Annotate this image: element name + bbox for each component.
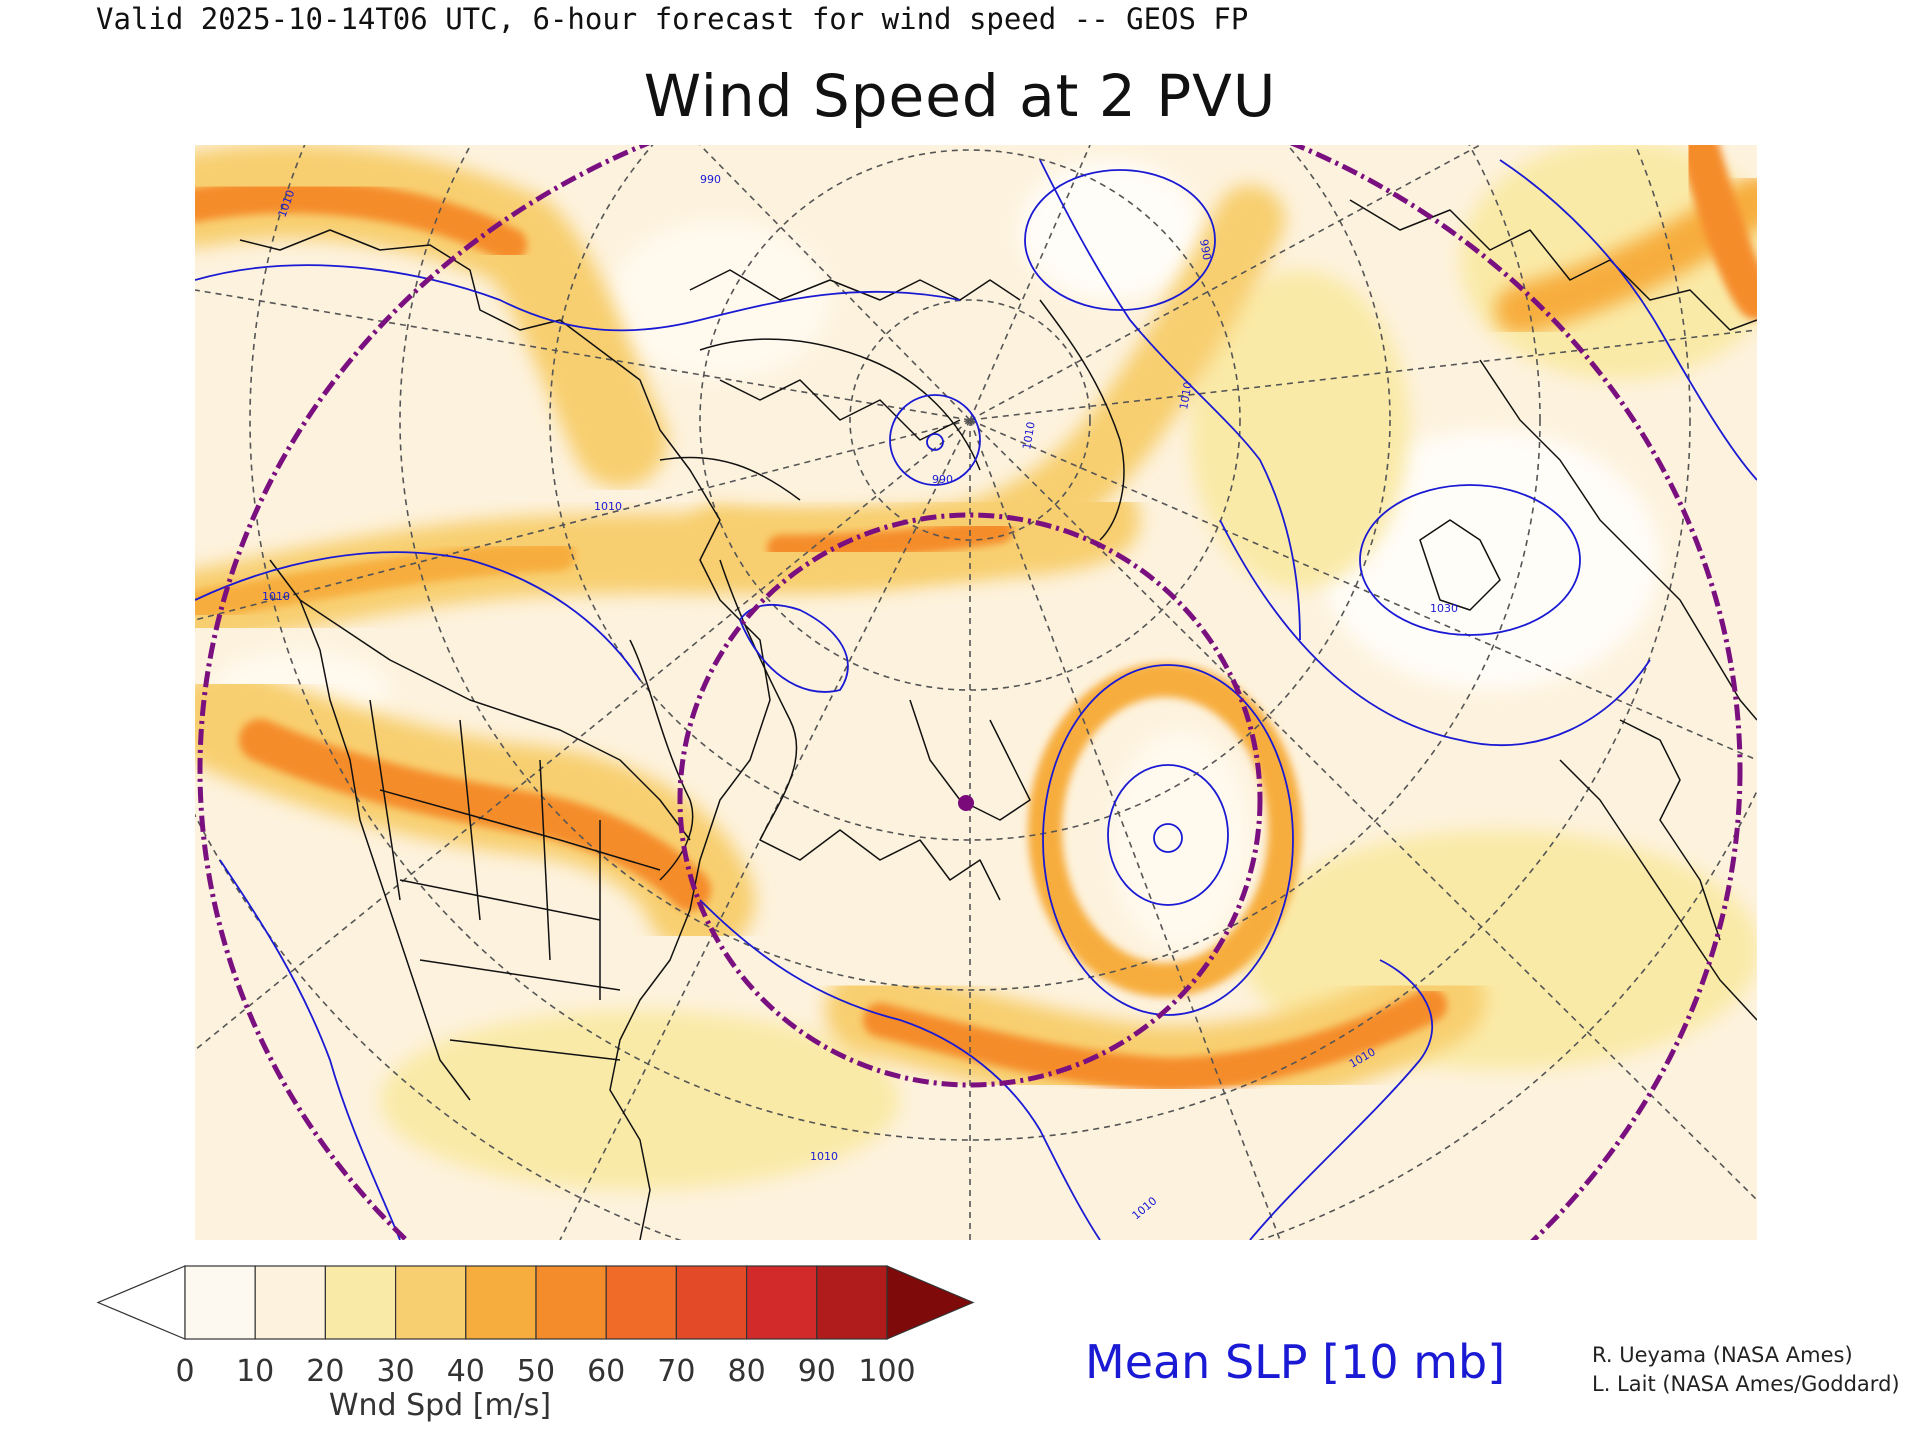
colorbar-tick-label: 20	[306, 1354, 345, 1389]
colorbar-swatch	[535, 1265, 607, 1340]
slp-contour-label: 1030	[1430, 602, 1458, 615]
colorbar-tick-label: 50	[516, 1354, 556, 1389]
coastlines	[239, 199, 1757, 1240]
colorbar-swatch	[675, 1265, 748, 1340]
colorbar-tick-label: 30	[376, 1354, 415, 1389]
colorbar-title: Wnd Spd [m/s]	[328, 1388, 552, 1423]
colorbar-swatch	[745, 1265, 818, 1340]
colorbar-over-arrow	[886, 1265, 975, 1340]
slp-contour-label: 990	[700, 173, 721, 186]
range-circles	[197, 145, 1743, 1240]
slp-contour-label: 1010	[262, 590, 290, 603]
slp-contour-label: 1010	[1020, 421, 1038, 451]
slp-contour-label: 1010	[810, 1150, 838, 1163]
colorbar-swatch	[184, 1265, 256, 1340]
slp-contours	[195, 159, 1757, 1240]
colorbar-tick-label: 90	[797, 1354, 836, 1389]
wind-speed-shading	[210, 145, 1757, 1190]
colorbar-tick-label: 40	[446, 1354, 485, 1389]
credit-line-1: R. Ueyama (NASA Ames)	[1592, 1343, 1853, 1367]
colorbar-under-arrow	[96, 1265, 186, 1340]
colorbar-tick-label: 100	[858, 1354, 916, 1389]
colorbar-swatch	[605, 1265, 678, 1340]
colorbar-tick-label: 70	[657, 1354, 696, 1389]
slp-legend-label: Mean SLP [10 mb]	[1085, 1335, 1506, 1389]
valid-time-text: Valid 2025-10-14T06 UTC, 6-hour forecast…	[96, 2, 1249, 36]
colorbar-swatch	[324, 1265, 397, 1340]
slp-contour-label: 990	[1197, 238, 1213, 261]
colorbar-swatch	[816, 1265, 888, 1340]
slp-contour-label: 1010	[1177, 381, 1195, 411]
colorbar-swatch	[465, 1265, 537, 1340]
slp-contour-label: 990	[932, 473, 953, 486]
lat-lon-grid	[195, 145, 1757, 1240]
credit-line-2: L. Lait (NASA Ames/Goddard)	[1592, 1372, 1900, 1396]
slp-contour-label: 1010	[594, 500, 622, 513]
colorbar-tick-label: 0	[175, 1354, 195, 1389]
colorbar-tick-label: 80	[727, 1354, 766, 1389]
figure-title: Wind Speed at 2 PVU	[643, 62, 1277, 130]
colorbar-swatch	[254, 1265, 326, 1340]
colorbar-tick-label: 60	[587, 1354, 626, 1389]
colorbar-tick-label: 10	[236, 1354, 275, 1389]
colorbar-swatch	[395, 1265, 467, 1340]
site-marker	[958, 795, 974, 811]
colorbar	[96, 1265, 975, 1340]
